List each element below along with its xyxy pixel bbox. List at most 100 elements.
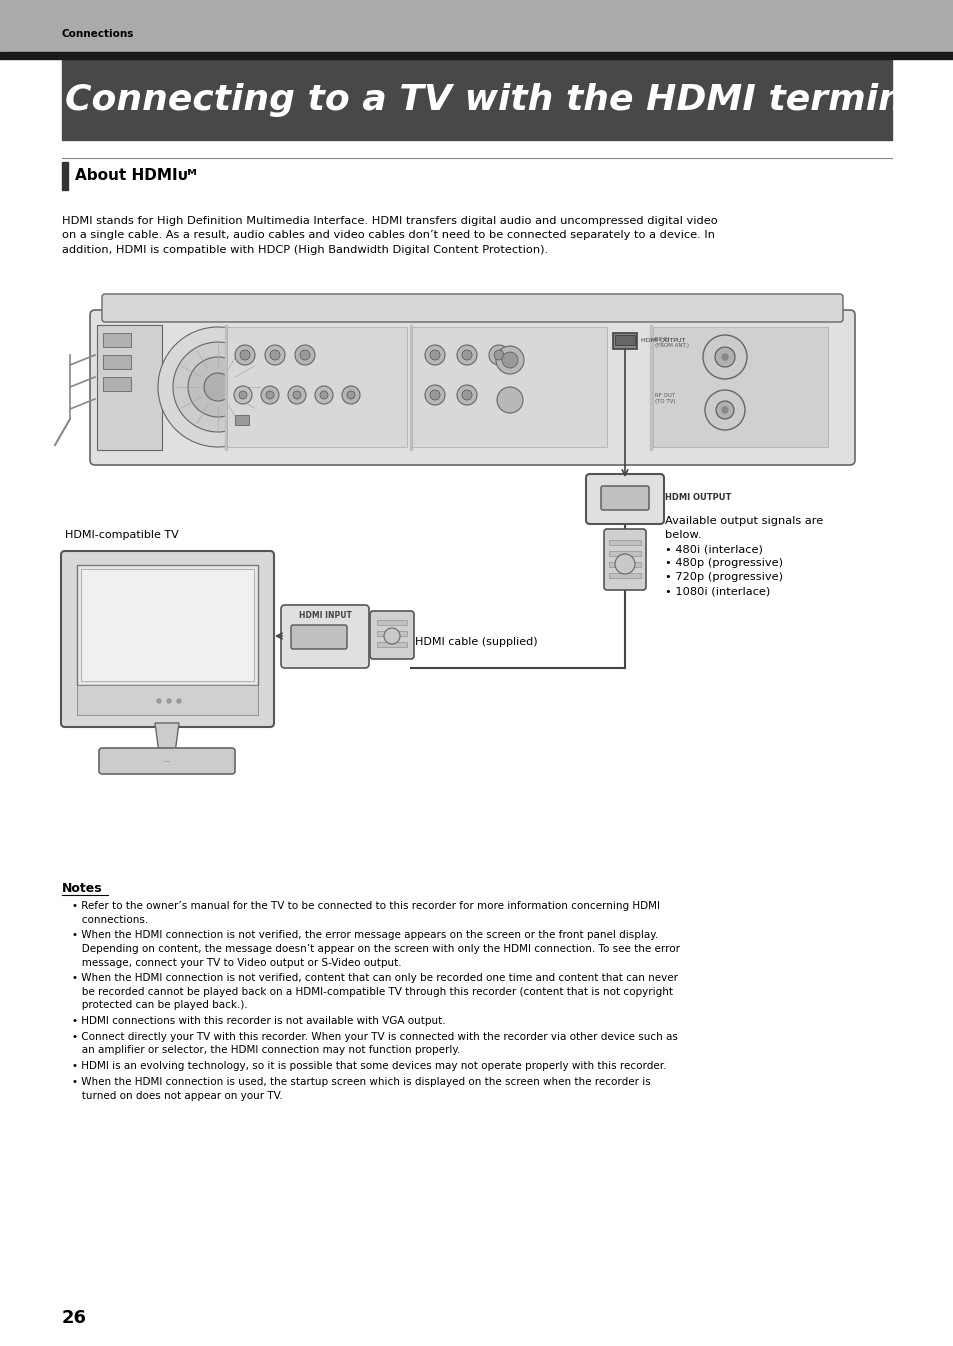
Bar <box>608 563 640 567</box>
Text: • Connect directly your TV with this recorder. When your TV is connected with th: • Connect directly your TV with this rec… <box>71 1032 678 1055</box>
Text: RF IN
(FROM ANT.): RF IN (FROM ANT.) <box>655 336 688 347</box>
Bar <box>649 324 651 450</box>
Circle shape <box>384 629 399 643</box>
Circle shape <box>461 350 472 359</box>
FancyBboxPatch shape <box>370 611 414 660</box>
Text: • When the HDMI connection is not verified, content that can only be recorded on: • When the HDMI connection is not verifi… <box>71 973 678 1011</box>
FancyBboxPatch shape <box>61 551 274 727</box>
FancyBboxPatch shape <box>99 748 234 774</box>
Text: 26: 26 <box>62 1310 87 1327</box>
Bar <box>77 565 257 685</box>
Text: About HDMIᴜᴹ: About HDMIᴜᴹ <box>75 168 196 183</box>
FancyBboxPatch shape <box>585 474 663 524</box>
FancyBboxPatch shape <box>603 529 645 590</box>
Bar <box>234 415 249 425</box>
FancyBboxPatch shape <box>102 293 842 322</box>
Circle shape <box>233 386 252 404</box>
Circle shape <box>721 406 727 413</box>
Bar <box>652 327 827 447</box>
FancyBboxPatch shape <box>90 310 854 464</box>
Circle shape <box>240 350 250 359</box>
Bar <box>77 685 257 715</box>
Bar <box>412 327 606 447</box>
Bar <box>225 324 227 450</box>
Text: HDMI cable (supplied): HDMI cable (supplied) <box>415 637 537 647</box>
Circle shape <box>204 373 232 401</box>
Circle shape <box>177 699 181 703</box>
Circle shape <box>615 555 635 573</box>
Bar <box>608 573 640 577</box>
Text: Available output signals are
below.
• 480i (interlace)
• 480p (progressive)
• 72: Available output signals are below. • 48… <box>664 516 822 596</box>
Text: • HDMI connections with this recorder is not available with VGA output.: • HDMI connections with this recorder is… <box>71 1016 445 1026</box>
Text: ---: --- <box>163 758 171 765</box>
Circle shape <box>157 699 161 703</box>
Circle shape <box>496 346 523 374</box>
Circle shape <box>266 390 274 398</box>
Circle shape <box>716 401 733 419</box>
Polygon shape <box>154 723 179 752</box>
FancyBboxPatch shape <box>600 486 648 510</box>
Circle shape <box>293 390 301 398</box>
Text: • HDMI is an evolving technology, so it is possible that some devices may not op: • HDMI is an evolving technology, so it … <box>71 1061 666 1071</box>
Bar <box>613 332 637 349</box>
Circle shape <box>702 335 746 380</box>
Circle shape <box>456 345 476 365</box>
Bar <box>608 540 640 545</box>
FancyBboxPatch shape <box>281 604 369 668</box>
Circle shape <box>299 350 310 359</box>
Circle shape <box>294 345 314 365</box>
Text: • When the HDMI connection is not verified, the error message appears on the scr: • When the HDMI connection is not verifi… <box>71 930 679 968</box>
Bar <box>97 324 162 450</box>
Text: HDMI stands for High Definition Multimedia Interface. HDMI transfers digital aud: HDMI stands for High Definition Multimed… <box>62 215 717 254</box>
Circle shape <box>456 385 476 405</box>
Circle shape <box>234 345 254 365</box>
Circle shape <box>341 386 359 404</box>
Circle shape <box>158 327 277 447</box>
Circle shape <box>261 386 278 404</box>
Circle shape <box>288 386 306 404</box>
Text: HDMI INPUT: HDMI INPUT <box>298 611 351 619</box>
Circle shape <box>424 345 444 365</box>
Circle shape <box>494 350 503 359</box>
Circle shape <box>721 354 727 359</box>
Circle shape <box>704 390 744 429</box>
Circle shape <box>265 345 285 365</box>
Circle shape <box>424 385 444 405</box>
Circle shape <box>314 386 333 404</box>
Circle shape <box>188 357 248 417</box>
Bar <box>608 551 640 556</box>
Circle shape <box>489 345 509 365</box>
Bar <box>0 52 953 59</box>
Text: HDMI-compatible TV: HDMI-compatible TV <box>65 530 178 540</box>
Circle shape <box>430 350 439 359</box>
Circle shape <box>167 699 171 703</box>
Bar <box>227 327 407 447</box>
Text: Notes: Notes <box>62 882 103 895</box>
Circle shape <box>461 390 472 400</box>
Circle shape <box>501 353 517 367</box>
Text: HDMI OUTPUT: HDMI OUTPUT <box>640 338 684 343</box>
Bar <box>376 631 407 637</box>
Circle shape <box>270 350 280 359</box>
Circle shape <box>714 347 734 367</box>
Circle shape <box>239 390 247 398</box>
Bar <box>615 335 635 345</box>
Text: Connecting to a TV with the HDMI terminal: Connecting to a TV with the HDMI termina… <box>65 83 940 117</box>
Circle shape <box>430 390 439 400</box>
FancyBboxPatch shape <box>291 625 347 649</box>
Bar <box>376 621 407 625</box>
Bar <box>376 642 407 647</box>
Bar <box>410 324 412 450</box>
Bar <box>0 0 953 52</box>
Bar <box>62 61 891 140</box>
Text: • When the HDMI connection is used, the startup screen which is displayed on the: • When the HDMI connection is used, the … <box>71 1077 650 1101</box>
Bar <box>103 355 131 369</box>
Circle shape <box>347 390 355 398</box>
Circle shape <box>172 342 263 432</box>
Text: • Refer to the owner’s manual for the TV to be connected to this recorder for mo: • Refer to the owner’s manual for the TV… <box>71 900 659 925</box>
Text: RF OUT
(TO TV): RF OUT (TO TV) <box>655 393 675 404</box>
Circle shape <box>319 390 328 398</box>
Bar <box>81 569 253 681</box>
Circle shape <box>497 388 522 413</box>
Bar <box>103 332 131 347</box>
